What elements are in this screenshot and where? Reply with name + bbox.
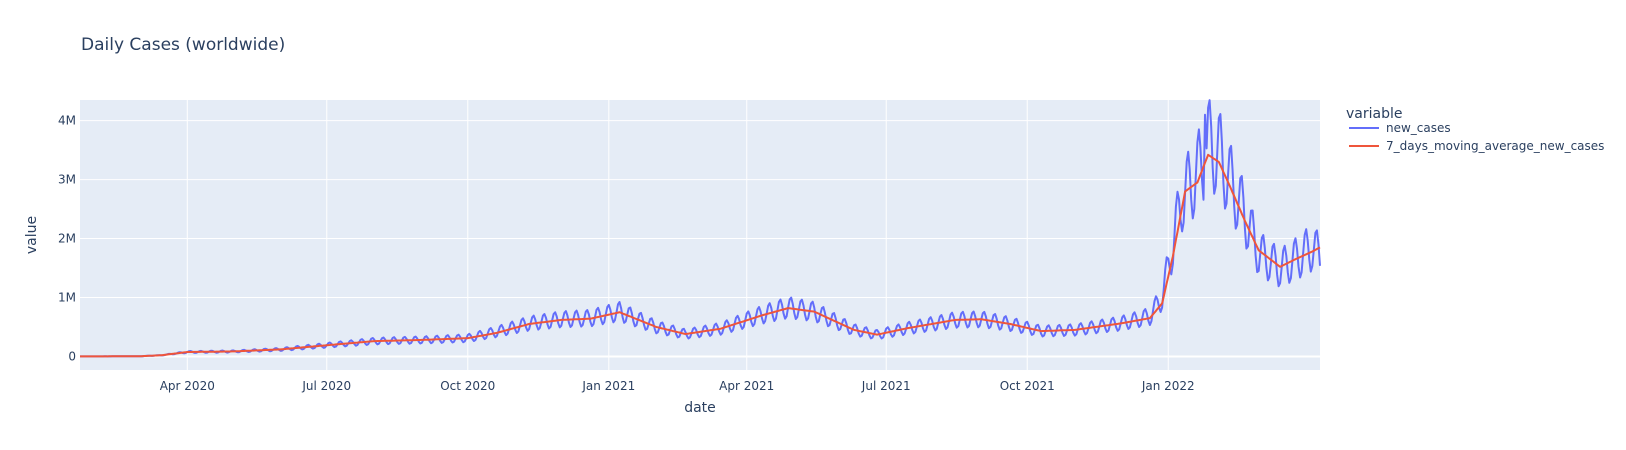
legend-label: new_cases [1386, 121, 1451, 135]
x-tick-label: Jul 2021 [861, 379, 911, 393]
x-tick-label: Apr 2020 [160, 379, 215, 393]
y-tick-label: 2M [58, 232, 76, 246]
legend: variable new_cases 7_days_moving_average_… [1346, 106, 1604, 153]
y-gridlines [80, 120, 1320, 358]
y-tick-labels: 0 1M 2M 3M 4M [58, 114, 76, 364]
x-tick-label: Apr 2021 [719, 379, 774, 393]
x-gridlines [186, 100, 1169, 370]
y-tick-label: 3M [58, 173, 76, 187]
chart-title: Daily Cases (worldwide) [81, 35, 285, 55]
plot-area [80, 100, 1320, 370]
y-tick-label: 0 [68, 349, 76, 363]
y-tick-label: 1M [58, 290, 76, 304]
x-tick-label: Oct 2021 [1000, 379, 1055, 393]
y-tick-label: 4M [58, 114, 76, 128]
series-line-7_days_moving_average_new_cases [80, 153, 1321, 358]
series-line-new_cases [80, 99, 1321, 358]
x-tick-label: Jan 2022 [1141, 379, 1195, 393]
legend-label: 7_days_moving_average_new_cases [1386, 139, 1604, 153]
legend-items: new_cases 7_days_moving_average_new_cases [1349, 121, 1604, 153]
x-tick-label: Oct 2020 [440, 379, 495, 393]
legend-title: variable [1346, 106, 1402, 122]
x-tick-labels: Apr 2020 Jul 2020 Oct 2020 Jan 2021 Apr 2021… [160, 379, 1195, 393]
x-tick-label: Jul 2020 [301, 379, 351, 393]
y-axis-title: value [24, 216, 40, 254]
series-layer [80, 99, 1321, 358]
x-tick-label: Jan 2021 [581, 379, 635, 393]
x-axis-title: date [684, 400, 716, 416]
